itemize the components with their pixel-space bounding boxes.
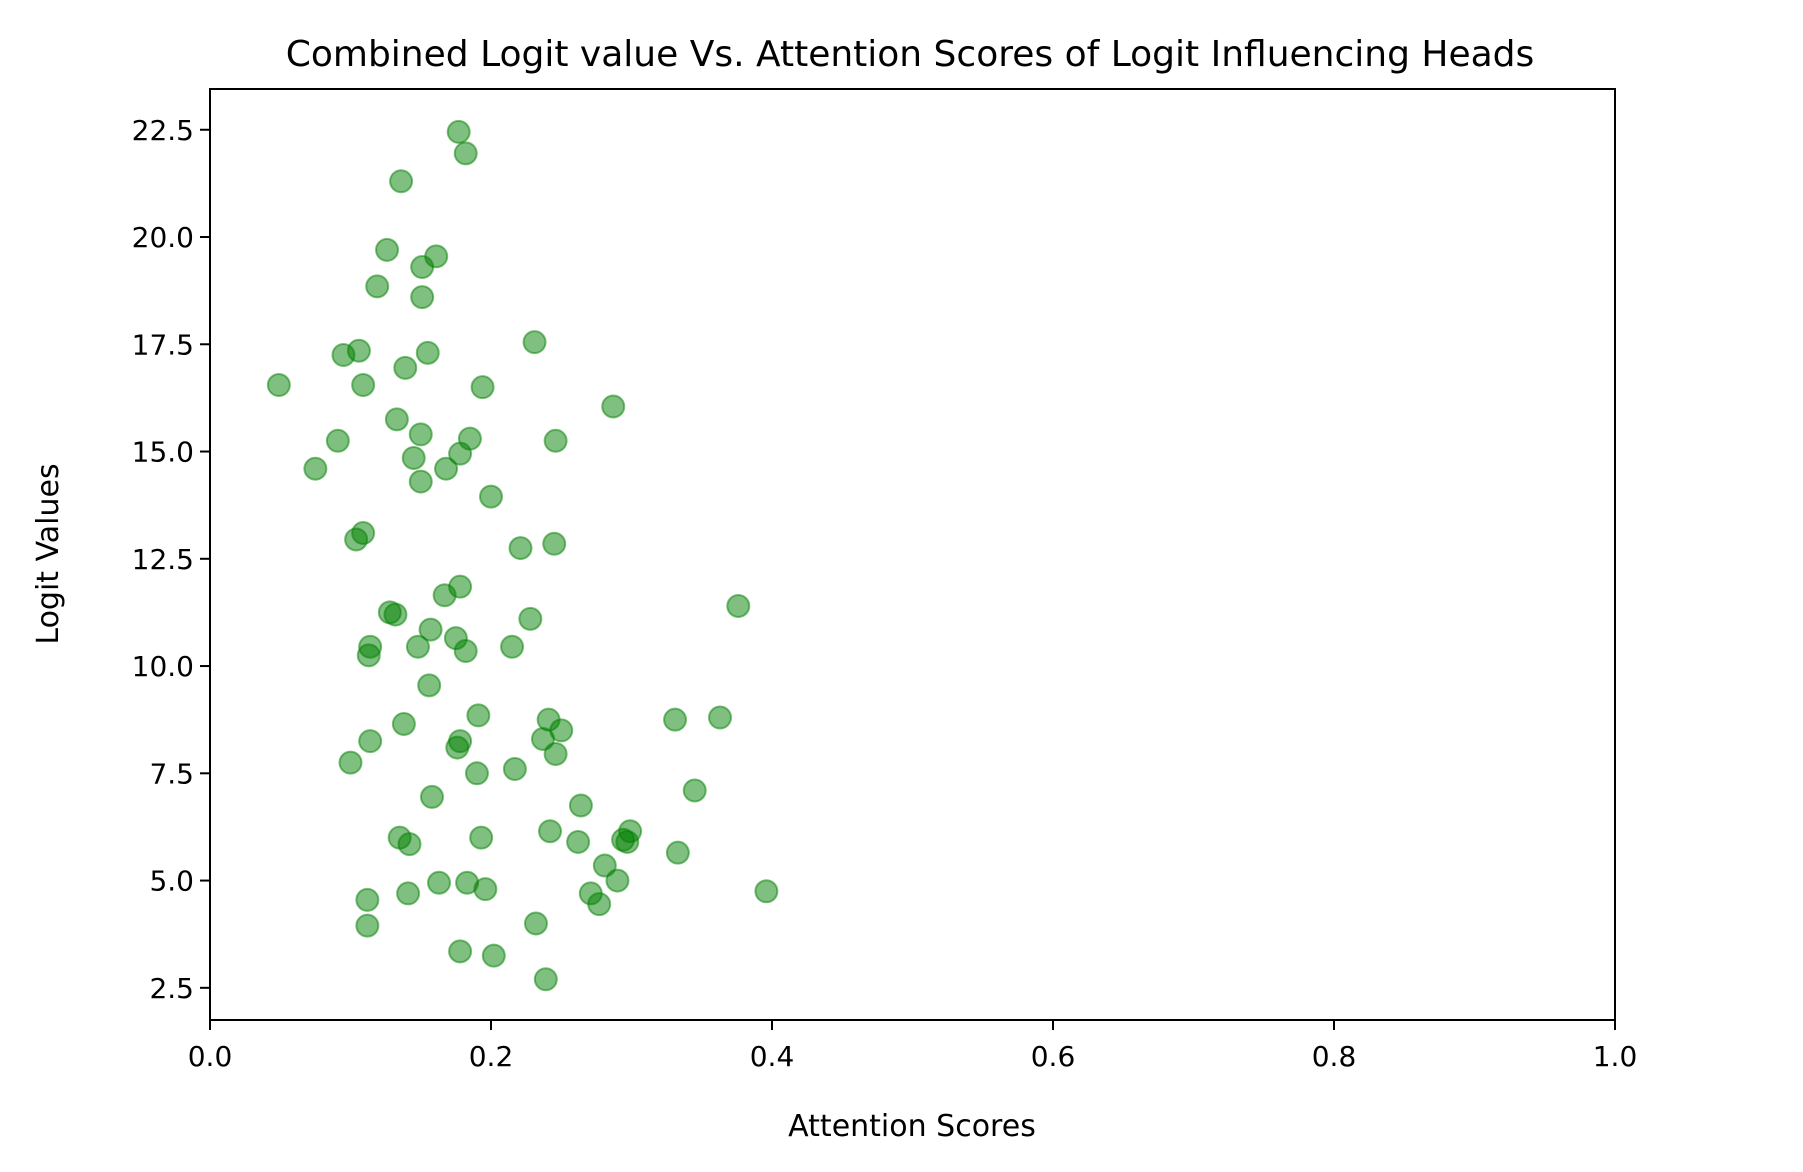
data-point bbox=[355, 913, 380, 938]
x-tick-label: 0.8 bbox=[1312, 1040, 1357, 1073]
x-axis-ticks: 0.0 0.2 0.4 0.6 0.8 1.0 bbox=[188, 1020, 1638, 1073]
data-point bbox=[473, 877, 498, 902]
data-point bbox=[408, 422, 433, 447]
data-point bbox=[587, 892, 612, 917]
data-point bbox=[543, 428, 568, 453]
data-point bbox=[568, 793, 593, 818]
y-tick-label: 5.0 bbox=[149, 865, 194, 898]
x-tick-label: 0.4 bbox=[750, 1040, 795, 1073]
y-axis-ticks: 2.5 5.0 7.5 10.0 12.5 15.0 17.5 20.0 22.5 bbox=[132, 114, 210, 1005]
x-tick-label: 0.6 bbox=[1031, 1040, 1076, 1073]
data-point bbox=[453, 141, 478, 166]
plot-frame bbox=[209, 88, 1616, 1021]
data-point bbox=[410, 255, 435, 280]
y-tick-label: 12.5 bbox=[132, 543, 194, 576]
data-point bbox=[445, 735, 470, 760]
data-point bbox=[427, 870, 452, 895]
data-point bbox=[682, 778, 707, 803]
data-point bbox=[384, 407, 409, 432]
y-tick-label: 10.0 bbox=[132, 650, 194, 683]
data-point bbox=[518, 606, 543, 631]
data-point bbox=[502, 757, 527, 782]
y-tick-label: 20.0 bbox=[132, 221, 194, 254]
data-point bbox=[453, 639, 478, 664]
data-point bbox=[417, 673, 442, 698]
y-tick-label: 17.5 bbox=[132, 328, 194, 361]
data-point bbox=[365, 274, 390, 299]
data-point bbox=[523, 911, 548, 936]
y-tick-label: 7.5 bbox=[149, 757, 194, 790]
data-point bbox=[401, 445, 426, 470]
data-point bbox=[391, 711, 416, 736]
data-point bbox=[266, 373, 291, 398]
data-point bbox=[543, 742, 568, 766]
data-point bbox=[355, 887, 380, 912]
data-point bbox=[665, 840, 690, 865]
data-point bbox=[615, 829, 640, 854]
data-point bbox=[464, 761, 489, 786]
data-point bbox=[358, 729, 383, 754]
data-point bbox=[397, 832, 422, 857]
data-point bbox=[351, 373, 376, 398]
data-point bbox=[508, 536, 533, 561]
data-point bbox=[601, 394, 626, 419]
data-point bbox=[418, 617, 443, 642]
data-point bbox=[726, 593, 751, 618]
data-points bbox=[266, 119, 779, 992]
data-point bbox=[522, 330, 547, 355]
data-point bbox=[432, 583, 457, 608]
data-point bbox=[605, 868, 630, 893]
data-point bbox=[533, 967, 558, 992]
data-point bbox=[419, 784, 444, 809]
data-point bbox=[405, 634, 430, 659]
data-point bbox=[356, 643, 381, 668]
data-point bbox=[415, 340, 440, 365]
data-point bbox=[542, 531, 567, 556]
y-tick-label: 15.0 bbox=[132, 436, 194, 469]
data-point bbox=[754, 879, 779, 904]
data-point bbox=[500, 634, 525, 659]
y-tick-label: 2.5 bbox=[149, 972, 194, 1005]
data-point bbox=[325, 428, 350, 453]
y-axis-label: Logit Values bbox=[31, 463, 66, 644]
data-point bbox=[396, 881, 421, 906]
data-point bbox=[479, 484, 503, 509]
x-axis-label: Attention Scores bbox=[788, 1109, 1036, 1144]
data-point bbox=[663, 707, 688, 732]
data-point bbox=[303, 456, 328, 481]
data-point bbox=[331, 343, 356, 367]
data-point bbox=[375, 237, 400, 262]
data-point bbox=[408, 469, 433, 494]
x-tick-label: 0.0 bbox=[188, 1040, 233, 1073]
data-point bbox=[538, 819, 563, 844]
data-point bbox=[338, 750, 363, 775]
data-point bbox=[708, 705, 733, 730]
data-point bbox=[344, 527, 369, 552]
x-tick-label: 1.0 bbox=[1593, 1040, 1638, 1073]
data-point bbox=[383, 602, 408, 627]
data-point bbox=[448, 441, 473, 466]
data-point bbox=[389, 169, 414, 194]
data-point bbox=[446, 119, 471, 144]
data-point bbox=[566, 829, 591, 854]
data-point bbox=[448, 939, 473, 964]
data-point bbox=[393, 355, 418, 380]
data-point bbox=[434, 456, 459, 481]
data-point bbox=[470, 375, 495, 400]
x-tick-label: 0.2 bbox=[469, 1040, 514, 1073]
data-point bbox=[410, 285, 435, 310]
data-point bbox=[469, 825, 494, 850]
data-point bbox=[466, 703, 491, 728]
data-point bbox=[481, 943, 506, 968]
chart-title: Combined Logit value Vs. Attention Score… bbox=[286, 34, 1535, 75]
y-tick-label: 22.5 bbox=[132, 114, 194, 147]
